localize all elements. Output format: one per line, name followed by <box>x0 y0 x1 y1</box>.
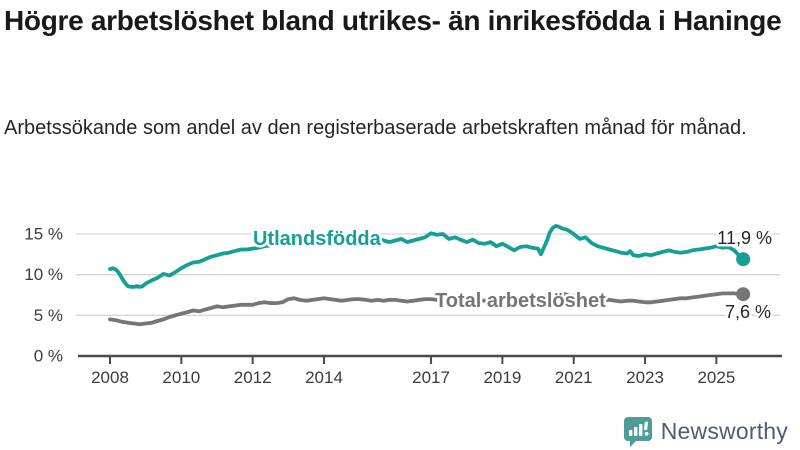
x-tick-label: 2021 <box>555 368 593 387</box>
chart-svg: 15 % 10 % 5 % 0 % 2008 2010 2012 2014 2017 2019 20… <box>24 223 782 387</box>
series-end-dot <box>736 287 751 302</box>
x-tick-label: 2008 <box>91 368 129 387</box>
y-tick-label: 0 % <box>34 347 63 366</box>
page-title: Högre arbetslöshet bland utrikes- än inr… <box>4 5 782 36</box>
x-tick-label: 2010 <box>162 368 200 387</box>
brand-logo: Newsworthy <box>623 415 788 447</box>
x-tick-label: 2014 <box>305 368 343 387</box>
y-tick-label: 15 % <box>24 225 63 244</box>
x-tick-label: 2025 <box>697 368 735 387</box>
series-end-value-label: 7,6 % <box>725 302 771 322</box>
series-end-value-label: 11,9 % <box>717 228 772 248</box>
series-line <box>108 290 745 327</box>
series-line <box>108 223 745 289</box>
series-inline-label: Utlandsfödda <box>253 228 382 250</box>
brand-wordmark: Newsworthy <box>660 417 788 444</box>
y-tick-label: 10 % <box>24 265 63 284</box>
x-tick-label: 2023 <box>626 368 664 387</box>
series-end-dot <box>736 252 751 267</box>
x-tick-label: 2012 <box>234 368 272 387</box>
y-tick-label: 5 % <box>34 306 63 325</box>
newsworthy-icon <box>623 416 652 447</box>
series-inline-label: Total arbetslöshet <box>435 290 606 312</box>
line-chart: 15 % 10 % 5 % 0 % 2008 2010 2012 2014 2017 2019 20… <box>0 205 800 400</box>
page-subtitle: Arbetssökande som andel av den registerb… <box>4 117 747 139</box>
x-tick-label: 2017 <box>412 368 450 387</box>
x-tick-label: 2019 <box>483 368 521 387</box>
